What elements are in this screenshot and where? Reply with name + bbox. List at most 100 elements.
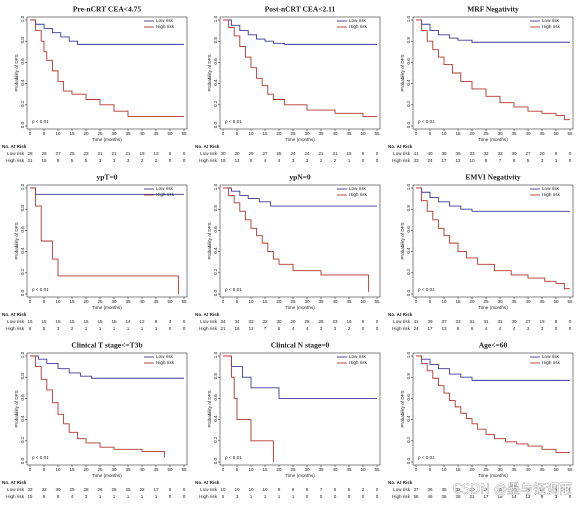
x-tick-label: 5 bbox=[43, 299, 46, 304]
x-tick-label: 20 bbox=[469, 131, 475, 136]
risk-count: 30 bbox=[511, 151, 517, 156]
risk-row-label: Low risk bbox=[393, 151, 411, 156]
risk-count: 1 bbox=[99, 494, 102, 499]
risk-count: 32 bbox=[497, 151, 503, 156]
y-axis-label: Probability of DFS bbox=[14, 54, 19, 91]
risk-count: 3 bbox=[306, 158, 309, 163]
x-tick-label: 25 bbox=[97, 299, 103, 304]
risk-count: 24 bbox=[427, 158, 433, 163]
x-tick-label: 30 bbox=[111, 131, 117, 136]
risk-count: 15 bbox=[27, 494, 33, 499]
risk-table-title: No. At Risk bbox=[388, 312, 413, 317]
x-tick-label: 5 bbox=[43, 131, 46, 136]
risk-count: 0 bbox=[334, 494, 337, 499]
survival-curve bbox=[30, 355, 184, 379]
x-tick-label: 5 bbox=[236, 131, 239, 136]
risk-count: 33 bbox=[455, 319, 461, 324]
risk-count: 0 bbox=[183, 487, 186, 492]
y-tick-label: 0.2 bbox=[20, 268, 25, 275]
risk-count: 6 bbox=[513, 158, 516, 163]
legend-label: High risk bbox=[156, 24, 175, 29]
x-tick-label: 30 bbox=[304, 131, 310, 136]
risk-count: 0 bbox=[183, 319, 186, 324]
x-tick-label: 45 bbox=[346, 299, 352, 304]
risk-count: 7 bbox=[499, 158, 502, 163]
x-tick-label: 35 bbox=[125, 467, 131, 472]
risk-count: 0 bbox=[376, 151, 379, 156]
x-tick-label: 5 bbox=[429, 299, 432, 304]
risk-row-label: Low risk bbox=[7, 319, 25, 324]
risk-table-title: No. At Risk bbox=[388, 144, 413, 149]
risk-count: 15 bbox=[346, 151, 352, 156]
risk-count: 2 bbox=[155, 158, 158, 163]
x-tick-label: 25 bbox=[290, 467, 296, 472]
x-tick-label: 55 bbox=[181, 467, 187, 472]
risk-count: 9 bbox=[541, 494, 544, 499]
legend-label: Low risk bbox=[542, 186, 560, 191]
risk-count: 33 bbox=[248, 319, 254, 324]
risk-count: 10 bbox=[248, 487, 254, 492]
x-tick-label: 25 bbox=[290, 131, 296, 136]
x-tick-label: 50 bbox=[360, 131, 366, 136]
risk-count: 5 bbox=[527, 158, 530, 163]
x-tick-label: 35 bbox=[511, 299, 517, 304]
x-tick-label: 5 bbox=[429, 131, 432, 136]
risk-count: 3 bbox=[527, 326, 530, 331]
x-tick-label: 0 bbox=[29, 131, 32, 136]
y-axis-label: Probability of DFS bbox=[14, 222, 19, 259]
risk-count: 1 bbox=[99, 326, 102, 331]
legend-label: High risk bbox=[542, 24, 561, 29]
x-tick-label: 45 bbox=[153, 131, 159, 136]
y-axis-label: Probability of DFS bbox=[14, 390, 19, 427]
risk-count: 1 bbox=[141, 326, 144, 331]
y-tick-label: 0.8 bbox=[213, 373, 218, 380]
plot-frame bbox=[219, 352, 381, 466]
risk-count: 21 bbox=[27, 158, 33, 163]
x-tick-label: 30 bbox=[497, 299, 503, 304]
survival-curve bbox=[416, 187, 570, 212]
p-value: p < 0.01 bbox=[418, 287, 435, 292]
risk-row-label: Low risk bbox=[393, 487, 411, 492]
x-tick-label: 25 bbox=[483, 299, 489, 304]
x-axis-label: Time (months) bbox=[92, 137, 122, 142]
x-tick-label: 5 bbox=[429, 467, 432, 472]
x-tick-label: 10 bbox=[441, 299, 447, 304]
x-tick-label: 35 bbox=[318, 131, 324, 136]
x-tick-label: 15 bbox=[69, 467, 75, 472]
risk-count: 1 bbox=[141, 494, 144, 499]
x-axis-label: Time (months) bbox=[92, 305, 122, 310]
risk-count: 28 bbox=[455, 494, 461, 499]
risk-count: 27 bbox=[525, 151, 531, 156]
x-tick-label: 45 bbox=[539, 467, 545, 472]
risk-count: 1 bbox=[292, 494, 295, 499]
y-tick-label: 0.6 bbox=[20, 394, 25, 401]
x-tick-label: 15 bbox=[262, 467, 268, 472]
x-tick-label: 45 bbox=[539, 131, 545, 136]
risk-count: 12 bbox=[525, 494, 531, 499]
y-tick-label: 0.4 bbox=[213, 79, 218, 86]
y-tick-label: 0.8 bbox=[20, 373, 25, 380]
risk-count: 5 bbox=[71, 158, 74, 163]
y-axis-label: Probability of DFS bbox=[207, 390, 212, 427]
risk-count: 9 bbox=[155, 319, 158, 324]
risk-count: 1 bbox=[264, 494, 267, 499]
risk-count: 0 bbox=[569, 326, 572, 331]
y-tick-label: 0.0 bbox=[20, 121, 25, 128]
risk-row-label: Low risk bbox=[200, 151, 218, 156]
risk-count: 17 bbox=[441, 158, 447, 163]
x-tick-label: 15 bbox=[455, 299, 461, 304]
risk-count: 10 bbox=[234, 487, 240, 492]
risk-count: 0 bbox=[183, 158, 186, 163]
plot-frame bbox=[412, 184, 574, 298]
y-tick-label: 0.2 bbox=[406, 268, 411, 275]
y-axis-label: Probability of DFS bbox=[207, 222, 212, 259]
risk-count: 27 bbox=[525, 319, 531, 324]
y-tick-label: 1.0 bbox=[406, 183, 411, 190]
risk-count: 0 bbox=[569, 319, 572, 324]
risk-count: 15 bbox=[55, 319, 61, 324]
y-axis-label: Probability of DFS bbox=[207, 54, 212, 91]
y-tick-label: 0.8 bbox=[20, 37, 25, 44]
y-tick-label: 0.6 bbox=[213, 226, 218, 233]
risk-count: 19 bbox=[139, 151, 145, 156]
